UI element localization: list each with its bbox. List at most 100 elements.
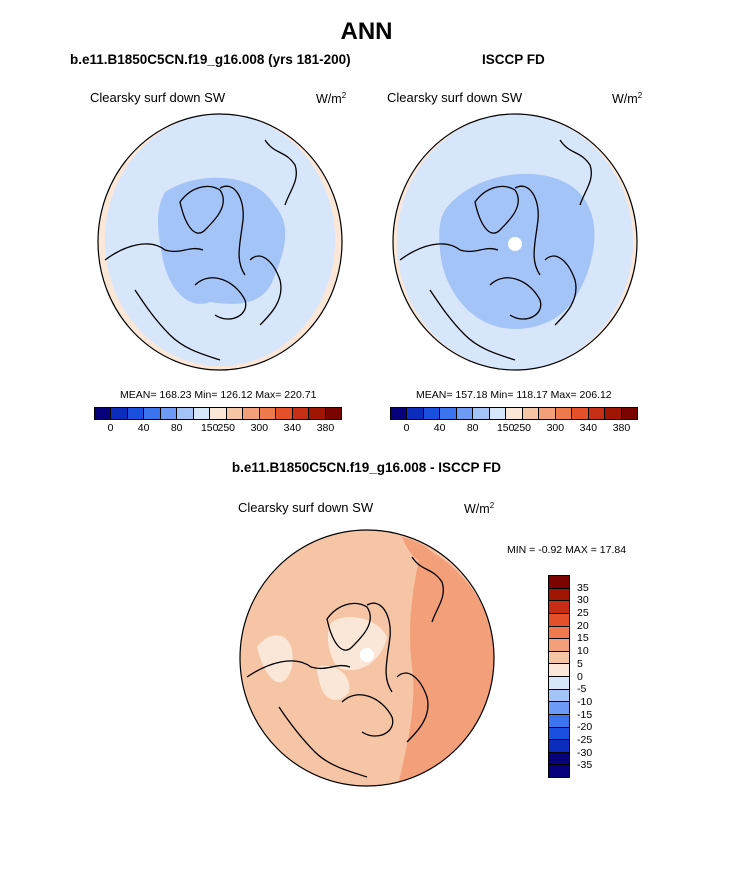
colorbar-swatch — [440, 408, 457, 419]
colorbar-swatch — [549, 714, 569, 728]
colorbar-tick-label: 300 — [250, 422, 269, 434]
colorbar-tick-label: 380 — [316, 422, 335, 434]
colorbar-tick-label: 250 — [513, 422, 532, 434]
colorbar-swatch — [506, 408, 523, 419]
colorbar-tick-label: -25 — [577, 733, 593, 746]
panel-3-variable: Clearsky surf down SW — [238, 500, 374, 515]
map-3-pole-hole — [360, 648, 374, 662]
colorbar-swatch — [259, 408, 277, 419]
colorbar-tick-label: 0 — [107, 422, 114, 434]
colorbar-swatch — [605, 408, 622, 419]
colorbar-3-swatches — [548, 575, 570, 778]
map-3-light-region-west — [257, 635, 293, 683]
colorbar-swatch — [489, 408, 507, 419]
colorbar-swatch — [549, 765, 569, 777]
colorbar-tick-label: 380 — [612, 422, 631, 434]
colorbar-1-swatches — [94, 407, 342, 420]
colorbar-swatch — [325, 408, 342, 419]
colorbar-swatch — [549, 702, 569, 715]
colorbar-tick-label: 15 — [577, 632, 589, 645]
colorbar-tick-label: 30 — [577, 594, 589, 607]
colorbar-swatch — [549, 664, 569, 677]
map-2-pole-hole — [508, 237, 522, 251]
colorbar-tick-label: 10 — [577, 645, 589, 658]
colorbar-1-ticks: 0 40 80 150 250 300 340 380 — [94, 420, 342, 434]
panel-3-stats: MIN = -0.92 MAX = 17.84 — [507, 544, 627, 556]
colorbar-swatch — [549, 651, 569, 665]
colorbar-tick-label: 25 — [577, 607, 589, 620]
colorbar-swatch — [210, 408, 227, 419]
map-2-coastlines — [399, 139, 592, 361]
colorbar-tick-label: -10 — [577, 695, 593, 708]
colorbar-swatch — [456, 408, 474, 419]
map-3-dark-region-north — [402, 537, 442, 568]
colorbar-swatch — [111, 408, 128, 419]
map-3-border — [239, 529, 495, 787]
panel-1-map — [97, 113, 343, 371]
colorbar-tick-label: 5 — [577, 657, 583, 670]
colorbar-tick-label: -20 — [577, 721, 593, 734]
colorbar-tick-label: 40 — [433, 422, 446, 434]
colorbar-tick-label: 80 — [170, 422, 183, 434]
colorbar-swatch — [423, 408, 441, 419]
colorbar-tick-label: 0 — [403, 422, 410, 434]
panel-2-map — [392, 113, 638, 371]
colorbar-swatch — [549, 601, 569, 614]
colorbar-swatch — [549, 689, 569, 703]
colorbar-swatch — [549, 576, 569, 589]
colorbar-swatch — [473, 408, 490, 419]
colorbar-swatch — [144, 408, 161, 419]
colorbar-1: 0 40 80 150 250 300 340 380 — [94, 407, 342, 434]
colorbar-swatch — [127, 408, 145, 419]
colorbar-swatch — [588, 408, 606, 419]
panel-2-stats: MEAN= 157.18 Min= 118.17 Max= 206.12 — [416, 389, 612, 401]
colorbar-tick-label: 40 — [137, 422, 150, 434]
colorbar-3-ticks: 35 30 25 20 15 10 5 0 -5 -10 -15 -20 -25 -30 -35 — [577, 575, 617, 778]
colorbar-swatch — [549, 727, 569, 741]
bottom-title: b.e11.B1850C5CN.f19_g16.008 - ISCCP FD — [231, 460, 502, 475]
map-1-border — [97, 113, 343, 371]
colorbar-2: 0 40 80 150 250 300 340 380 — [390, 407, 638, 434]
colorbar-swatch — [226, 408, 244, 419]
colorbar-swatch — [160, 408, 178, 419]
colorbar-swatch — [549, 752, 569, 766]
colorbar-swatch — [549, 740, 569, 753]
panel-3-units: W/m2 — [464, 501, 495, 517]
map-3-light-region-south — [317, 665, 350, 700]
colorbar-swatch — [549, 588, 569, 602]
map-1-coastlines — [104, 139, 297, 361]
colorbar-3 — [548, 575, 572, 778]
colorbar-swatch — [549, 613, 569, 627]
figure-title: ANN — [340, 18, 393, 45]
colorbar-tick-label: -5 — [577, 683, 587, 696]
colorbar-tick-label: -35 — [577, 759, 593, 772]
colorbar-tick-label: 150 — [496, 422, 515, 434]
colorbar-tick-label: 250 — [217, 422, 236, 434]
panel-1-units: W/m2 — [316, 91, 347, 107]
panel-2-units: W/m2 — [612, 91, 643, 107]
panel-1-stats: MEAN= 168.23 Min= 126.12 Max= 220.71 — [120, 389, 317, 401]
colorbar-swatch — [549, 639, 569, 652]
colorbar-swatch — [522, 408, 540, 419]
colorbar-swatch — [292, 408, 310, 419]
colorbar-tick-label: 300 — [546, 422, 565, 434]
colorbar-tick-label: 340 — [283, 422, 302, 434]
panel-1-title: b.e11.B1850C5CN.f19_g16.008 (yrs 181-200… — [70, 52, 351, 67]
panel-2-title: ISCCP FD — [482, 52, 545, 67]
colorbar-swatch — [549, 677, 569, 690]
colorbar-2-swatches — [390, 407, 638, 420]
colorbar-swatch — [391, 408, 408, 419]
colorbar-swatch — [539, 408, 556, 419]
colorbar-swatch — [621, 408, 638, 419]
colorbar-tick-label: -30 — [577, 746, 593, 759]
panel-3-map — [239, 529, 495, 787]
colorbar-swatch — [177, 408, 194, 419]
colorbar-swatch — [193, 408, 211, 419]
colorbar-tick-label: 150 — [200, 422, 219, 434]
colorbar-2-ticks: 0 40 80 150 250 300 340 380 — [390, 420, 638, 434]
colorbar-tick-label: 80 — [466, 422, 479, 434]
colorbar-swatch — [243, 408, 260, 419]
map-3-coastlines — [246, 556, 444, 778]
map-1-mid-blue-region — [158, 177, 286, 304]
colorbar-tick-label: 35 — [577, 581, 589, 594]
